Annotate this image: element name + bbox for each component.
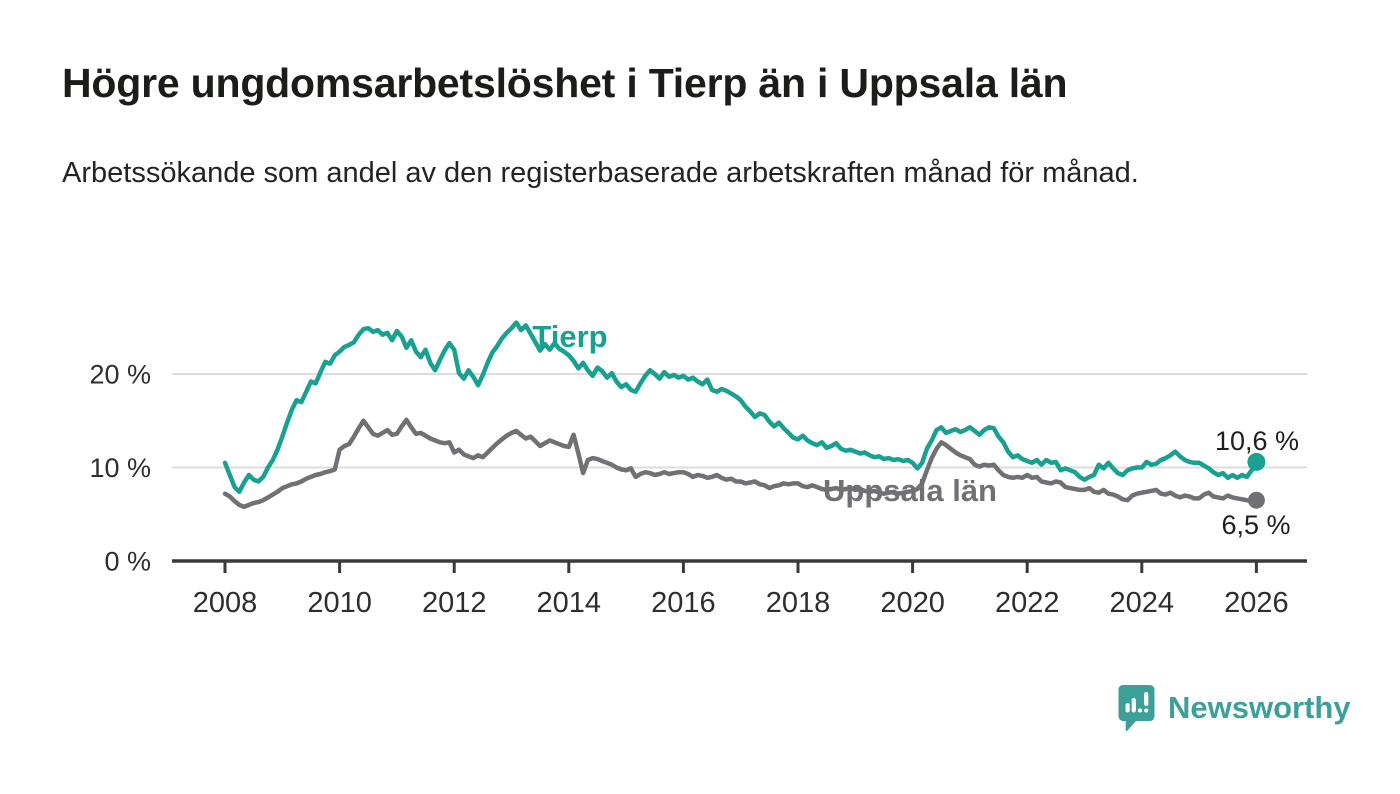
page-subtitle: Arbetssökande som andel av den registerb… xyxy=(62,157,1139,189)
y-tick-label: 0 % xyxy=(104,547,151,577)
end-value-label-tierp: 10,6 % xyxy=(1215,426,1299,456)
series-label-uppsala: Uppsala län xyxy=(823,473,997,508)
series-lines xyxy=(222,320,1266,510)
y-tick-label: 20 % xyxy=(89,360,151,390)
gridlines: 0 % 10 % 20 % xyxy=(89,360,1307,577)
x-tick-label: 2016 xyxy=(651,587,716,619)
x-tick-label: 2026 xyxy=(1224,587,1289,619)
x-tick-label: 2022 xyxy=(995,587,1060,619)
x-tick-label: 2020 xyxy=(880,587,945,619)
y-tick-label: 10 % xyxy=(89,453,151,483)
x-tick-label: 2024 xyxy=(1110,587,1175,619)
series-end-dot-uppsala xyxy=(1247,491,1265,509)
page-title: Högre ungdomsarbetslöshet i Tierp än i U… xyxy=(62,60,1068,106)
series-line-tierp xyxy=(222,320,1259,495)
x-axis: 2008 2010 2012 2014 2016 2018 2020 2022 2024 2026 xyxy=(172,559,1307,619)
newsworthy-logo: Newsworthy xyxy=(1118,684,1351,732)
series-end-dot-tierp xyxy=(1247,452,1266,471)
series-line-uppsala xyxy=(222,417,1259,510)
x-tick-label: 2010 xyxy=(307,587,372,619)
x-tick-label: 2008 xyxy=(193,587,258,619)
newsworthy-speech-bubble-chart-icon xyxy=(1118,685,1155,732)
series-label-tierp: Tierp xyxy=(532,319,607,354)
end-value-label-uppsala: 6,5 % xyxy=(1221,510,1290,540)
newsworthy-wordmark: Newsworthy xyxy=(1168,690,1351,725)
x-tick-label: 2014 xyxy=(537,587,602,619)
x-tick-label: 2012 xyxy=(422,587,487,619)
x-tick-label: 2018 xyxy=(766,587,831,619)
